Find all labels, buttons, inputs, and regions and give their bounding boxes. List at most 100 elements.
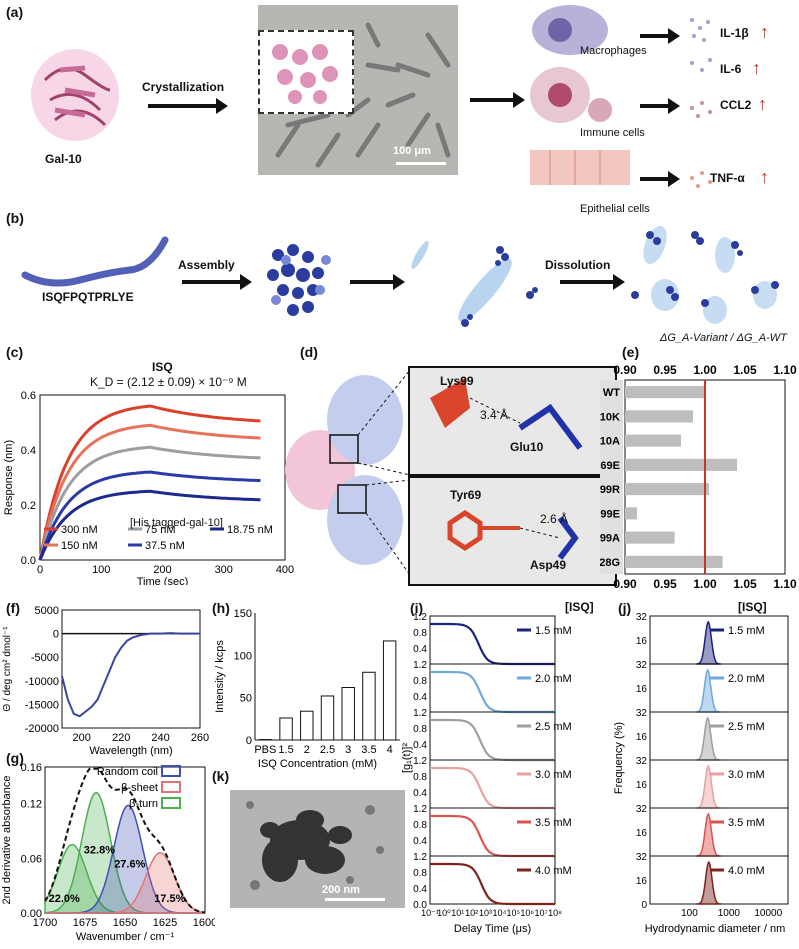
panel-h-bar xyxy=(362,671,376,741)
il1b-arrow xyxy=(640,28,680,44)
panel-g-legend-label: Random coil xyxy=(97,766,158,778)
panel-g-xlabel: Wavenumber / cm⁻¹ xyxy=(76,931,175,943)
dissolution-label: Dissolution xyxy=(545,258,611,272)
panel-j-distribution xyxy=(696,668,721,713)
panel-i-ytick: 1.2 xyxy=(413,852,427,863)
panel-e-xtick-top: 1.00 xyxy=(693,363,717,377)
panel-h-xtick: 3 xyxy=(345,744,351,756)
panel-h-bar xyxy=(320,695,335,741)
panel-i-ytick: 1.2 xyxy=(413,756,427,767)
gal10-label: Gal-10 xyxy=(45,152,82,166)
panel-i-ytick: 0.8 xyxy=(413,820,427,831)
panel-i-ytick: 0.4 xyxy=(413,884,427,895)
panel-c-xtick: 200 xyxy=(153,564,171,576)
panel-f-ytick: -15000 xyxy=(25,699,59,711)
panel-i-series-line xyxy=(430,862,555,906)
panel-g-legend-swatch xyxy=(161,781,181,793)
lys99-label: Lys99 xyxy=(440,374,474,388)
panel-e-bar xyxy=(625,386,705,399)
tnfa-arrow xyxy=(640,171,680,187)
panel-e-category-label: E10K xyxy=(600,411,620,423)
panel-j-distribution xyxy=(696,716,721,761)
panel-c-ytick: 0.6 xyxy=(21,390,36,402)
panel-c-plot-frame xyxy=(39,394,286,561)
crystal-micrograph: 100 μm xyxy=(258,5,458,175)
zoom-box-2 xyxy=(337,484,367,514)
panel-i-label: (i) xyxy=(410,600,424,616)
panel-k-label: (k) xyxy=(212,768,230,784)
panel-h-ytick: 0 xyxy=(246,735,252,747)
panel-f-xtick: 240 xyxy=(151,732,169,744)
tem-scale-bar xyxy=(325,898,385,901)
crystal-formation-arrow xyxy=(350,274,405,290)
dissolution-arrow xyxy=(560,274,625,290)
panel-j-xtick: 100 xyxy=(681,908,698,919)
panel-i-xtick: 10⁶ xyxy=(520,908,534,918)
panel-c-legend-title: [His tagged-gal-10] xyxy=(130,517,223,529)
panel-i-xtick: 10¹ xyxy=(451,908,464,918)
peptide-chain xyxy=(21,236,169,287)
complex-structure-image xyxy=(285,369,410,576)
panel-c-series-line xyxy=(38,470,261,561)
panel-j-distribution xyxy=(696,620,721,665)
panel-i-xtick: 10³ xyxy=(479,908,492,918)
panel-c-title: ISQ xyxy=(152,360,173,374)
assembly-arrow xyxy=(182,274,252,290)
panel-j-xlabel: Hydrodynamic diameter / nm xyxy=(645,923,786,935)
panel-g-xtick: 1600 xyxy=(193,917,215,929)
panel-f-xtick: 220 xyxy=(112,732,130,744)
panel-h-xtick: 2 xyxy=(304,744,310,756)
panel-j-subplot-frame xyxy=(649,615,789,665)
panel-j-distribution xyxy=(696,812,721,857)
peptide-sequence: ISQFPQTPRLYE xyxy=(42,290,134,304)
panel-f-label: (f) xyxy=(6,600,20,616)
panel-e-xtick-bottom: 0.95 xyxy=(653,577,677,591)
panel-i-ytick: 1.2 xyxy=(413,708,427,719)
panel-e-category-label: E10A xyxy=(600,436,620,448)
panel-g-chart: 0.00 0.06 0.12 0.16 1700 1675 1650 1625 1600 Wave… xyxy=(1,762,215,943)
panel-g-ytick: 0.16 xyxy=(21,762,42,774)
panel-j-ytick: 16 xyxy=(636,684,648,695)
panel-h-bar xyxy=(382,640,397,741)
crystallization-label: Crystallization xyxy=(142,80,225,94)
cytokine-dots xyxy=(690,18,712,188)
panel-j-ytick: 16 xyxy=(636,732,648,743)
panel-j-ytick: 16 xyxy=(636,780,648,791)
panel-f-ylabel: Θ / deg cm² dmol⁻¹ xyxy=(2,626,13,712)
panel-g-percentage: 17.5% xyxy=(154,893,185,905)
panel-h-ytick: 150 xyxy=(234,608,252,620)
panel-i-legend-label: 4.0 mM xyxy=(535,865,572,877)
panel-i-xtick: 10⁴ xyxy=(492,908,506,918)
panel-f-xtick: 200 xyxy=(73,732,91,744)
panel-i-ytick: 1.2 xyxy=(413,804,427,815)
panel-e-xtick-bottom: 0.90 xyxy=(613,577,637,591)
tnfa-label: TNF-α xyxy=(710,171,745,185)
panel-j-ytick: 32 xyxy=(636,852,648,863)
panel-e-label: (e) xyxy=(622,344,640,360)
panel-c-series-line xyxy=(38,423,261,561)
panel-i-xlabel: Delay Time (μs) xyxy=(454,923,531,935)
panel-c-kd: K_D = (2.12 ± 0.09) × 10⁻⁹ M xyxy=(90,375,247,389)
cell-illustrations xyxy=(530,5,630,185)
panel-f-xtick: 260 xyxy=(191,732,209,744)
panel-e-category-label: K99A xyxy=(600,533,620,545)
panel-j-legend-label: 3.0 mM xyxy=(728,769,765,781)
crystallization-arrow xyxy=(148,98,228,114)
panel-j-ytick: 32 xyxy=(636,708,648,719)
zoom-box-1 xyxy=(329,434,359,464)
tyr69-label: Tyr69 xyxy=(450,488,482,502)
assembly-label: Assembly xyxy=(178,258,235,272)
panel-e-bar xyxy=(625,434,681,447)
panel-e-xtick-bottom: 1.10 xyxy=(773,577,797,591)
response-arrow xyxy=(470,92,525,108)
panel-c-xtick: 400 xyxy=(276,564,294,576)
panel-j-distribution xyxy=(696,764,721,809)
panel-g-ytick: 0.00 xyxy=(21,908,42,920)
panel-c-chart: 0 100 200 300 400 0.0 0.2 0.4 0.6 Time (sec) Respo… xyxy=(3,390,294,585)
panel-j-ytick: 16 xyxy=(636,876,648,887)
panel-i-ytick: 1.2 xyxy=(413,612,427,623)
panel-f-ytick: -20000 xyxy=(25,723,59,735)
panel-i-legend-label: 1.5 mM xyxy=(535,625,572,637)
panel-f-ytick: 0 xyxy=(53,629,59,641)
panel-c-series-line xyxy=(38,445,261,561)
